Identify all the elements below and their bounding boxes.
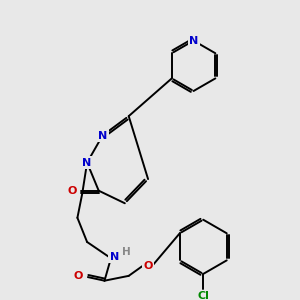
Text: O: O [143, 261, 153, 271]
Text: O: O [74, 271, 83, 281]
Text: Cl: Cl [197, 291, 209, 300]
Text: N: N [189, 36, 198, 46]
Text: H: H [122, 247, 131, 257]
Text: N: N [110, 251, 119, 262]
Text: N: N [82, 158, 92, 168]
Text: O: O [68, 186, 77, 196]
Text: N: N [98, 130, 107, 140]
